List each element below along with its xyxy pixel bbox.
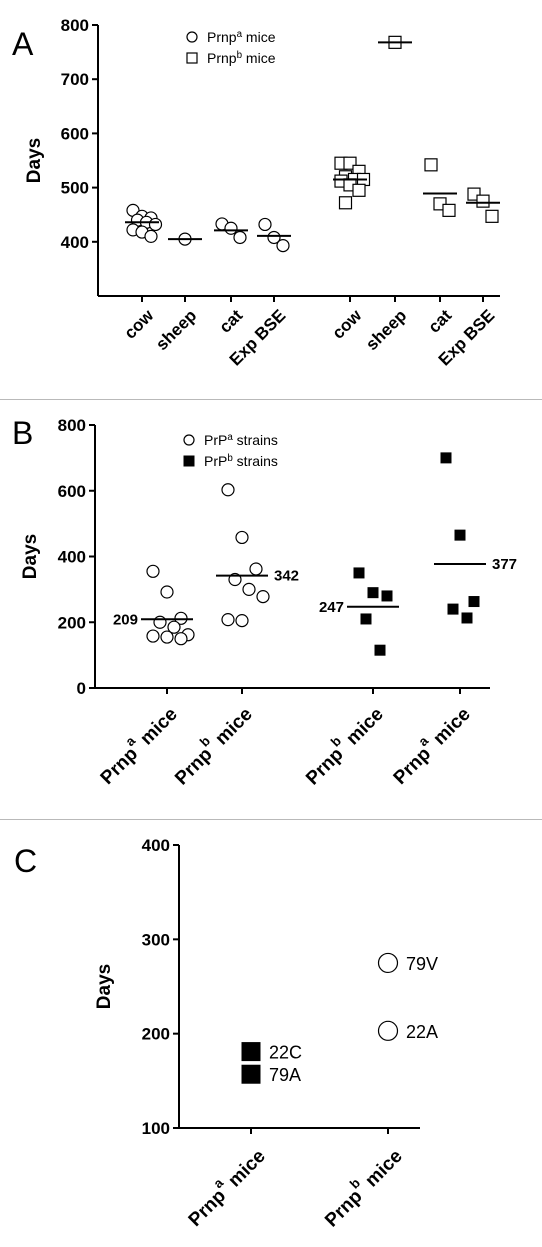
data-point <box>235 614 249 628</box>
data-point <box>447 603 459 615</box>
data-point <box>221 613 235 627</box>
median-label: 247 <box>319 599 344 616</box>
data-point <box>338 196 353 210</box>
data-point <box>224 221 238 235</box>
data-point <box>276 238 290 253</box>
x-category-label: cow <box>120 305 157 342</box>
data-point <box>221 483 235 497</box>
data-point <box>144 229 158 243</box>
panel-letter-a: A <box>12 26 34 62</box>
legend-marker <box>186 31 198 43</box>
data-point <box>374 644 386 656</box>
data-point <box>476 194 490 208</box>
data-point <box>267 230 281 245</box>
x-category-label: Prnpa mice <box>92 699 182 789</box>
data-point <box>174 632 188 646</box>
panel-b: B 0 200 400 600 800 Days PrPa strains PrPb stra… <box>0 400 542 818</box>
data-point <box>241 1042 261 1062</box>
data-point <box>153 615 167 629</box>
data-point <box>468 596 480 608</box>
median-label: 377 <box>492 556 517 573</box>
data-point <box>146 564 160 578</box>
y-axis-label: Days <box>20 534 41 579</box>
data-point <box>461 612 473 624</box>
legend-marker <box>183 434 195 446</box>
data-point <box>377 952 399 974</box>
data-point <box>160 630 174 644</box>
y-tick-label: 700 <box>61 70 89 89</box>
data-point <box>454 529 466 541</box>
x-category-label: Prnpa mice <box>385 699 475 789</box>
legend-marker <box>186 52 198 64</box>
data-point <box>485 209 499 223</box>
x-category-label: sheep <box>152 306 200 354</box>
y-tick-label: 100 <box>142 1119 170 1138</box>
y-axis-label: Days <box>24 138 45 183</box>
divider-bc <box>0 819 542 820</box>
x-category-label: cat <box>215 306 246 337</box>
x-category-label: sheep <box>362 306 410 354</box>
data-point <box>256 590 270 604</box>
divider-ab <box>0 399 542 400</box>
data-point <box>353 567 365 579</box>
y-tick-label: 400 <box>61 233 89 252</box>
data-point <box>233 230 247 245</box>
data-point <box>160 585 174 599</box>
y-tick-label: 200 <box>142 1025 170 1044</box>
y-tick-label: 400 <box>58 548 86 567</box>
legend-entry: Prnpb mice <box>207 50 276 67</box>
data-point <box>148 217 163 232</box>
x-category-label: cow <box>328 305 365 342</box>
x-category-label: Prnpb mice <box>166 699 256 789</box>
data-point <box>440 452 452 464</box>
panel-b-chart: B 0 200 400 600 800 Days PrPa strains PrPb stra… <box>12 415 517 789</box>
data-point <box>367 587 379 599</box>
panel-c: C 100 200 300 400 Days 22C 79A Prnpa mice 79V 22A… <box>0 820 542 1247</box>
y-tick-label: 800 <box>58 416 86 435</box>
data-point <box>424 158 438 172</box>
x-category-label: Prnpb mice <box>316 1141 406 1231</box>
y-tick-label: 400 <box>142 836 170 855</box>
y-tick-label: 600 <box>58 482 86 501</box>
point-label: 79V <box>406 954 438 974</box>
y-tick-label: 200 <box>58 613 86 632</box>
x-category-label: Prnpb mice <box>297 699 387 789</box>
legend-entry: PrPa strains <box>204 432 278 449</box>
data-point <box>242 582 256 596</box>
data-point <box>146 629 160 643</box>
legend-entry: Prnpa mice <box>207 29 276 46</box>
data-point <box>377 1020 399 1041</box>
panel-letter-b: B <box>12 415 33 451</box>
data-point <box>381 590 393 602</box>
y-tick-label: 600 <box>61 124 89 143</box>
point-label: 22C <box>269 1043 302 1063</box>
y-tick-label: 0 <box>77 679 86 698</box>
panel-letter-c: C <box>14 843 37 879</box>
panel-a-chart: A 400 500 600 700 800 Days Prnpa mice Prnpb mic… <box>12 16 500 369</box>
data-point <box>258 217 272 232</box>
point-label: 22A <box>406 1022 438 1042</box>
data-point <box>442 203 456 217</box>
median-label: 342 <box>274 568 299 585</box>
data-point <box>241 1064 261 1084</box>
y-tick-label: 300 <box>142 930 170 949</box>
data-point <box>360 613 372 625</box>
data-point <box>352 183 366 197</box>
x-category-label: Prnpa mice <box>180 1141 270 1231</box>
legend-entry: PrPb strains <box>204 453 278 470</box>
legend-marker <box>183 455 195 467</box>
y-tick-label: 500 <box>61 179 89 198</box>
data-point <box>235 530 249 545</box>
point-label: 79A <box>269 1065 301 1085</box>
median-label: 209 <box>113 611 138 628</box>
data-point <box>249 562 263 576</box>
data-point <box>167 620 181 634</box>
panel-a: A 400 500 600 700 800 Days Prnpa mice Prnpb mic… <box>0 0 542 398</box>
y-axis-label: Days <box>94 964 115 1009</box>
y-tick-label: 800 <box>61 16 89 35</box>
x-category-label: cat <box>424 306 455 337</box>
